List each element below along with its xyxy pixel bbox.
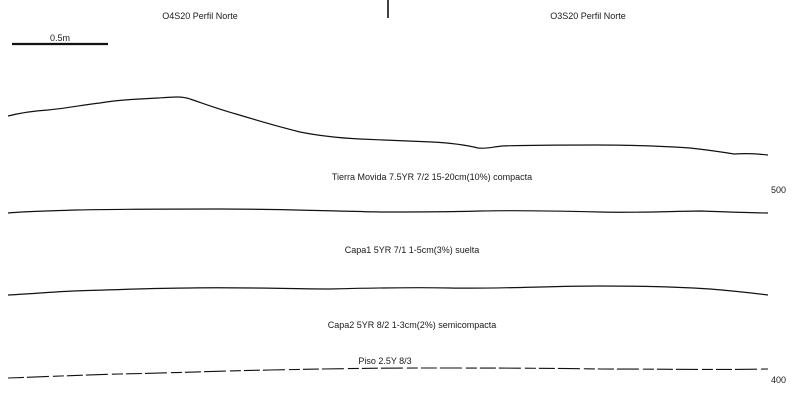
left-profile-title: O4S20 Perfil Norte: [162, 11, 238, 21]
layer-label-piso: Piso 2.5Y 8/3: [358, 356, 412, 366]
layer-label-capa2: Capa2 5YR 8/2 1-3cm(2%) semicompacta: [327, 320, 497, 330]
elevation-label-lower: 400: [771, 375, 787, 385]
right-profile-title: O3S20 Perfil Norte: [550, 11, 626, 21]
layer-boundary-1: [7, 208, 769, 214]
layer-label-tierra-movida: Tierra Movida 7.5YR 7/2 15-20cm(10%) com…: [331, 172, 533, 182]
floor-line: [7, 367, 769, 379]
scale-label: 0.5m: [49, 33, 71, 43]
ground-surface-line: [7, 96, 769, 156]
elevation-label-upper: 500: [771, 185, 787, 195]
layer-label-capa1: Capa1 5YR 7/1 1-5cm(3%) suelta: [344, 245, 480, 255]
layer-boundary-2: [7, 285, 769, 296]
